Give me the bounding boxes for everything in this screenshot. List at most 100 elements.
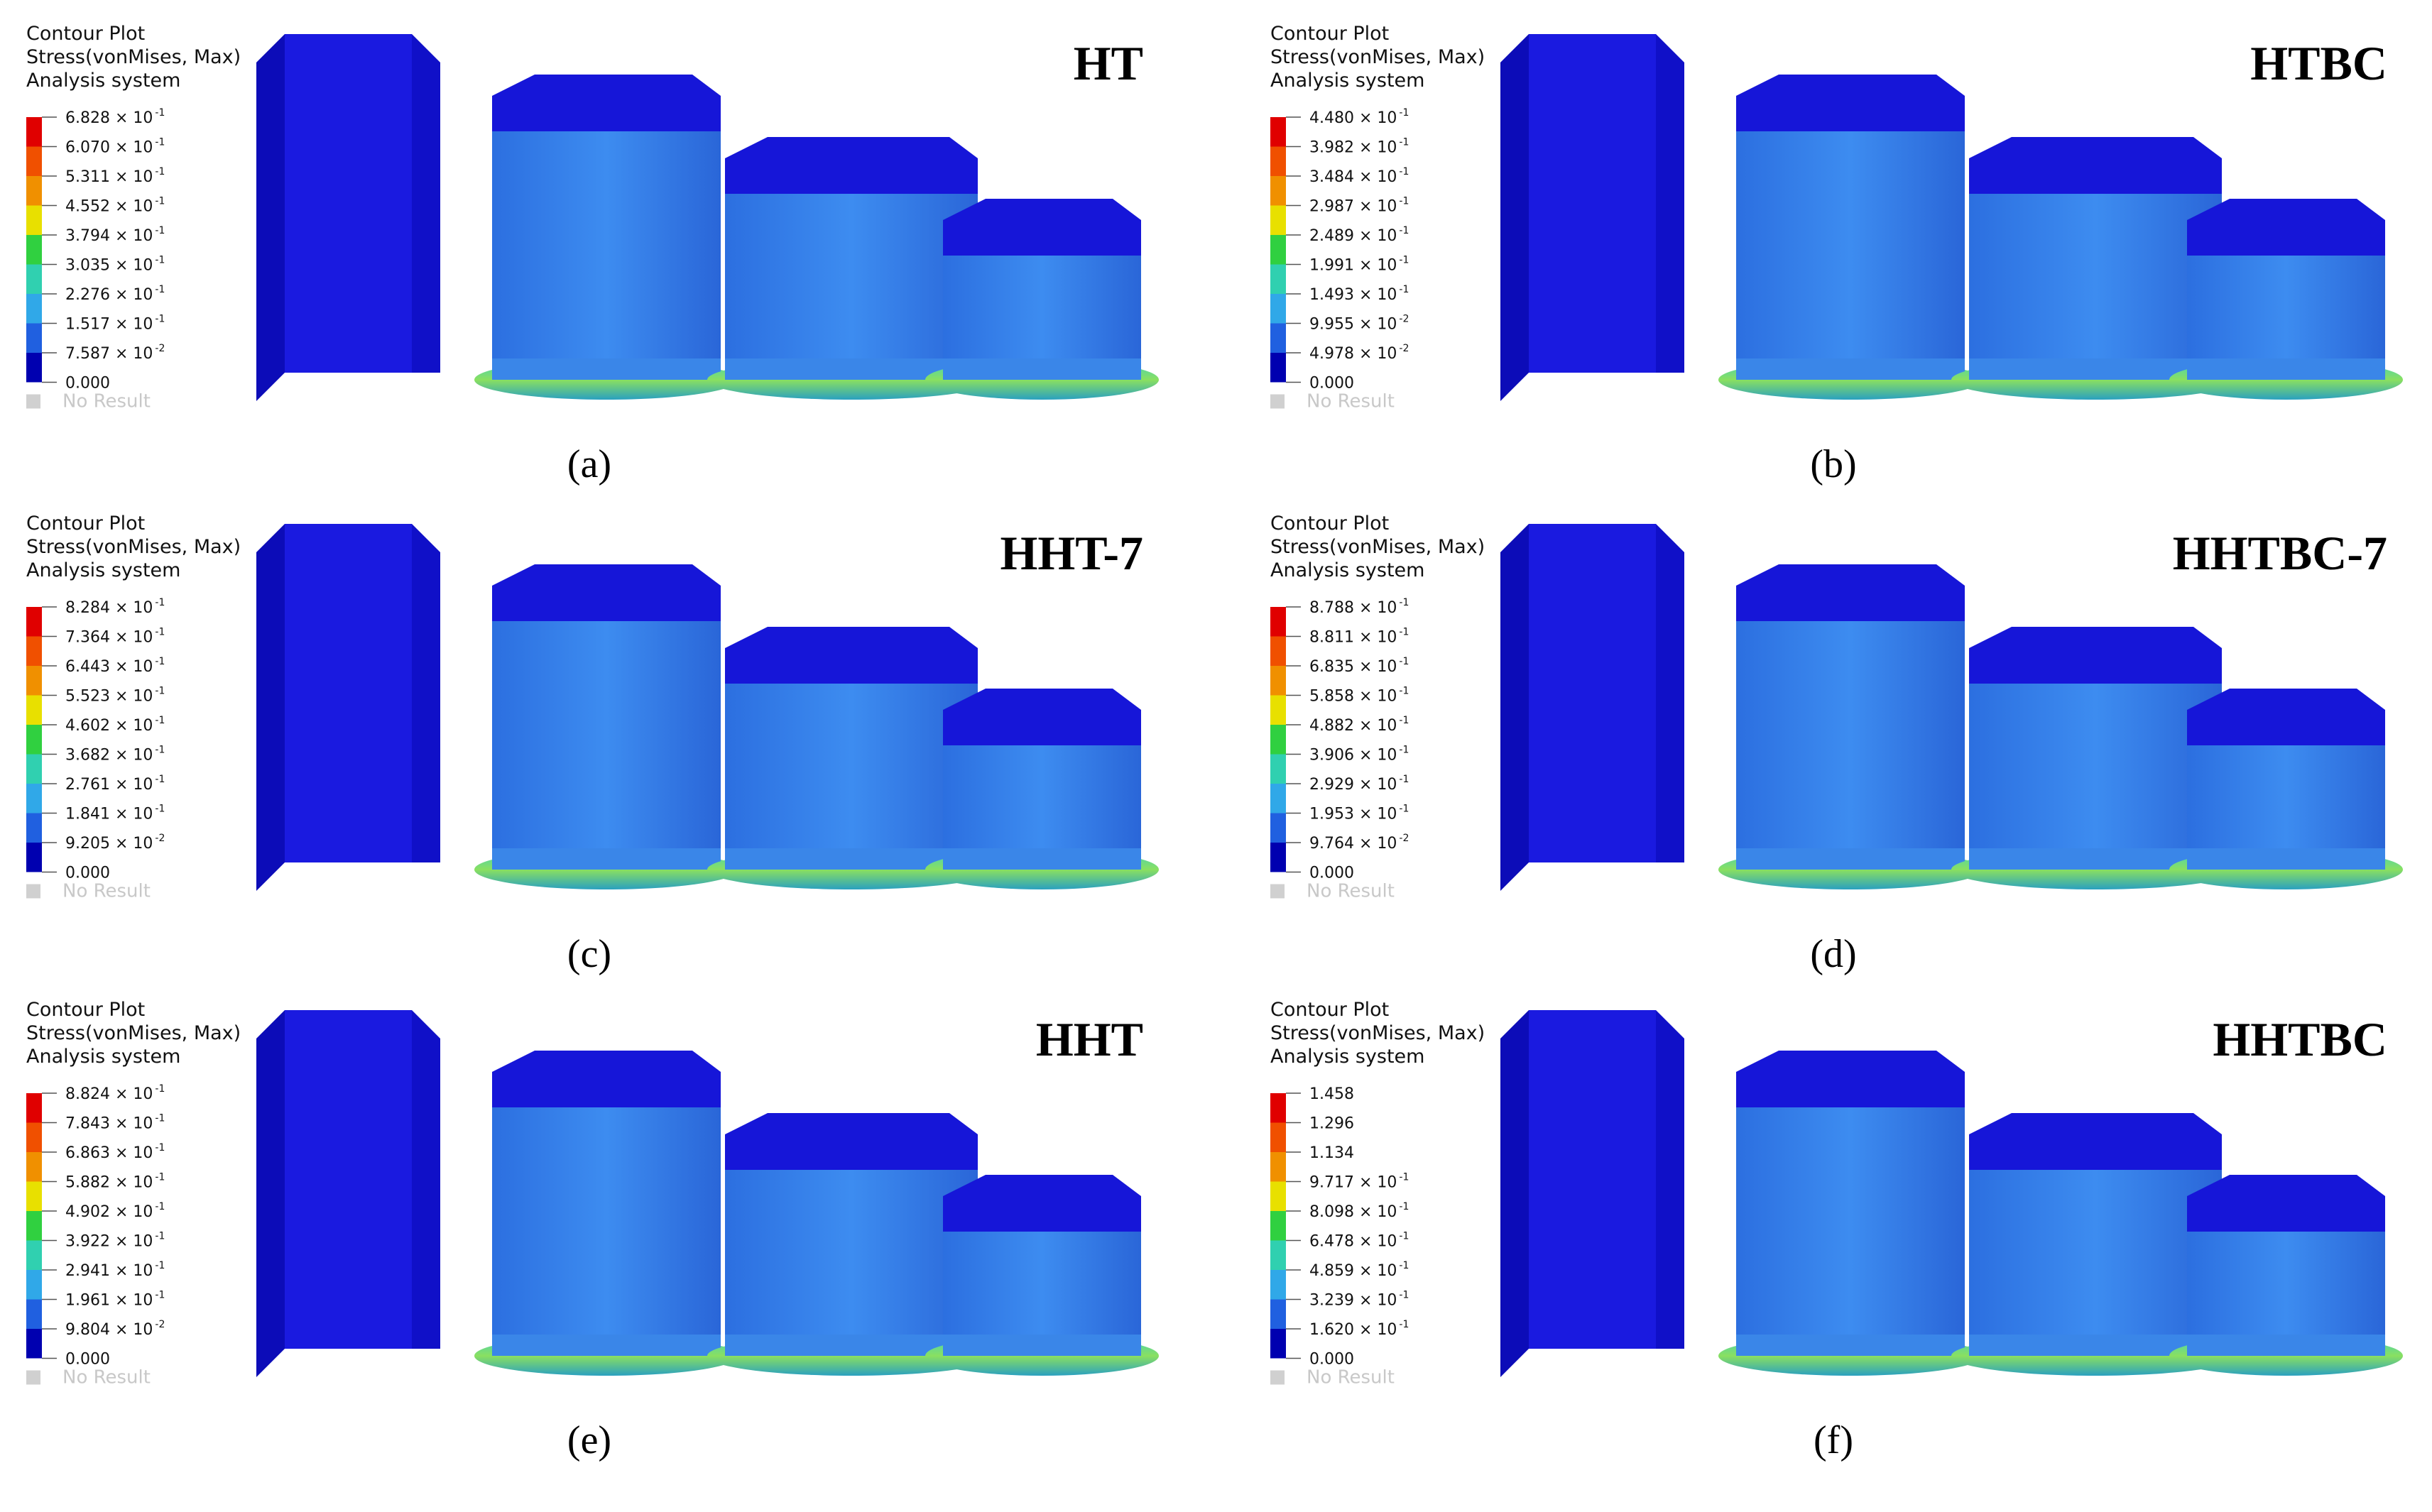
color-band: [1270, 1240, 1286, 1270]
legend-label: 5.311 × 10: [65, 168, 153, 186]
legend-label: 2.761 × 10: [65, 776, 153, 794]
tube-body: [725, 187, 978, 383]
panel-title: HHT-7: [1000, 526, 1143, 580]
color-band: [1270, 117, 1286, 147]
tube-base: [2187, 848, 2385, 870]
legend-label: 8.284 × 10: [65, 599, 153, 617]
tube-front: [1529, 524, 1656, 862]
tube-base: [943, 848, 1141, 870]
color-band: [1270, 1122, 1286, 1152]
tube-top: [725, 627, 978, 684]
tube-face: [412, 524, 440, 862]
color-band: [26, 725, 42, 755]
legend-exponent: -2: [1399, 833, 1409, 844]
legend-label: 0.000: [1309, 1351, 1354, 1369]
tube-top: [943, 1175, 1141, 1232]
legend-label: 8.788 × 10: [1309, 599, 1397, 617]
panel-title: HHT: [1036, 1012, 1143, 1066]
color-band: [1270, 1152, 1286, 1182]
color-band: [26, 754, 42, 784]
tube-side: [1500, 1010, 1529, 1377]
no-result-swatch: [26, 884, 40, 899]
legend-label: 1.953 × 10: [1309, 806, 1397, 823]
legend-label: 5.882 × 10: [65, 1174, 153, 1192]
no-result: No Result: [1307, 1367, 1395, 1388]
legend-label: 1.296: [1309, 1115, 1354, 1133]
no-result-swatch: [1270, 1370, 1285, 1385]
tube-body: [725, 676, 978, 873]
color-band: [26, 117, 42, 147]
legend-exponent: -1: [1399, 1231, 1409, 1242]
color-band: [1270, 636, 1286, 666]
legend-header: Contour Plot: [1270, 23, 1389, 45]
legend-label: 4.978 × 10: [1309, 345, 1397, 363]
legend-exponent: -1: [1399, 196, 1409, 207]
legend-exponent: -1: [1399, 1290, 1409, 1301]
tube-top: [725, 137, 978, 194]
legend-exponent: -1: [1399, 1319, 1409, 1330]
legend-label: 1.517 × 10: [65, 316, 153, 334]
legend-exponent: -1: [155, 597, 165, 608]
legend-label: 3.682 × 10: [65, 747, 153, 765]
tube-face: [412, 1010, 440, 1349]
tube-top: [1969, 137, 2222, 194]
color-band: [1270, 843, 1286, 872]
tube-base: [2187, 1335, 2385, 1356]
color-band: [1270, 607, 1286, 637]
legend-exponent: -1: [155, 804, 165, 815]
legend-label: 9.804 × 10: [65, 1321, 153, 1339]
legend-label: 0.000: [1309, 865, 1354, 882]
legend-label: 6.828 × 10: [65, 109, 153, 127]
legend-exponent: -1: [155, 1201, 165, 1212]
tube-top: [2187, 1175, 2385, 1232]
no-result-swatch: [1270, 884, 1285, 899]
legend-label: 3.484 × 10: [1309, 168, 1397, 186]
tube-face: [412, 34, 440, 373]
tube-face: [1656, 1010, 1684, 1349]
legend-exponent: -2: [155, 833, 165, 844]
legend-label: 9.764 × 10: [1309, 835, 1397, 853]
legend-header: Contour Plot: [26, 999, 145, 1021]
legend-label: 2.929 × 10: [1309, 776, 1397, 794]
legend-exponent: -1: [1399, 774, 1409, 785]
tube-body: [1969, 1163, 2222, 1359]
legend-label: 1.841 × 10: [65, 806, 153, 823]
legend-exponent: -1: [155, 137, 165, 148]
legend-exponent: -1: [155, 166, 165, 177]
no-result: No Result: [62, 881, 151, 902]
color-band: [1270, 695, 1286, 725]
tube-body: [1736, 1100, 1965, 1359]
color-band: [26, 784, 42, 813]
legend-exponent: -1: [1399, 686, 1409, 697]
legend-exponent: -1: [1399, 597, 1409, 608]
legend-header: Stress(vonMises, Max): [1270, 46, 1485, 68]
color-band: [26, 353, 42, 383]
legend-exponent: -1: [155, 686, 165, 697]
tube-top: [725, 1113, 978, 1170]
color-band: [1270, 1270, 1286, 1300]
legend-exponent: -1: [1399, 715, 1409, 726]
tube-base: [492, 848, 721, 870]
tube-front: [285, 1010, 412, 1349]
tube-base: [492, 1335, 721, 1356]
legend-label: 0.000: [65, 865, 110, 882]
color-band: [1270, 323, 1286, 353]
tube-top: [1969, 627, 2222, 684]
tube-body: [492, 614, 721, 873]
tube-side: [256, 524, 285, 891]
legend-exponent: -1: [1399, 284, 1409, 295]
legend-label: 6.478 × 10: [1309, 1233, 1397, 1251]
legend-exponent: -1: [155, 1290, 165, 1301]
legend-header: Contour Plot: [26, 513, 145, 535]
tube-body: [1736, 124, 1965, 383]
legend-exponent: -1: [1399, 137, 1409, 148]
legend-label: 5.858 × 10: [1309, 688, 1397, 706]
legend-exponent: -1: [155, 1260, 165, 1271]
legend-exponent: -2: [155, 343, 165, 354]
color-band: [26, 1211, 42, 1241]
legend-label: 7.843 × 10: [65, 1115, 153, 1133]
tube-body: [1969, 676, 2222, 873]
color-band: [26, 1122, 42, 1152]
